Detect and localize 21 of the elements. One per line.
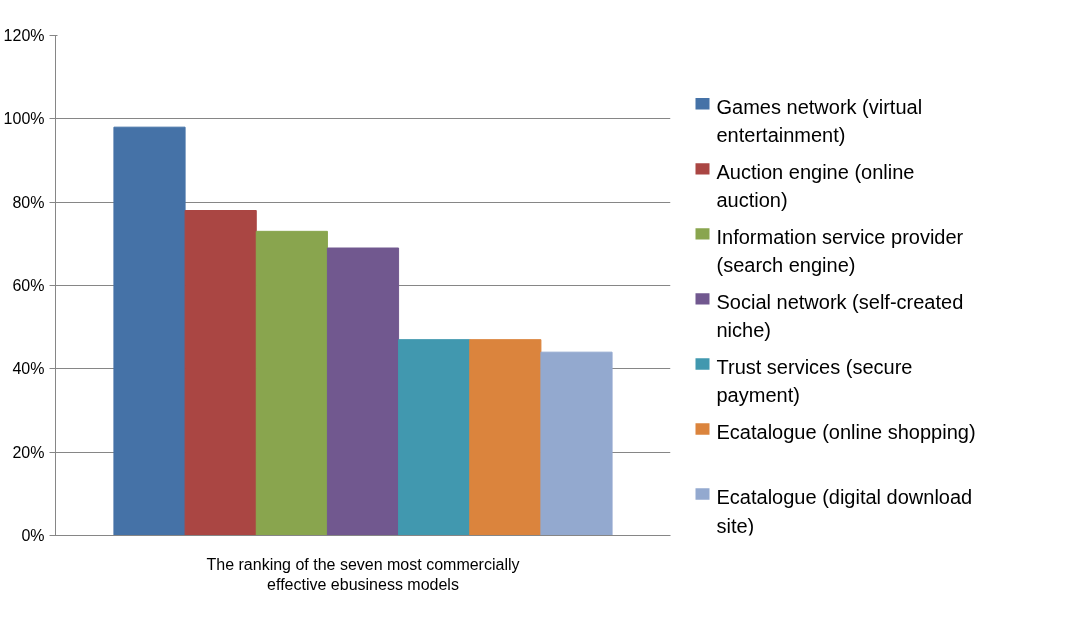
legend-label: Auction engine (online auction) [716,160,915,212]
y-tick-label: 60% [12,277,45,294]
y-tick-label: 40% [12,360,45,378]
bar [113,126,186,536]
bar [469,339,542,536]
legend-label: Trust services (secure payment) [716,355,913,407]
legend-label: Games network (virtual entertainment) [716,95,923,147]
y-tick-label: 80% [12,193,45,211]
legend-label: Information service provider (search engine) [716,225,964,277]
bar [398,339,471,536]
y-tick-label: 100% [3,110,45,128]
legend-label: Social network (self-created niche) [716,290,964,342]
y-tick-label: 120% [3,27,45,44]
x-tick-label: The ranking of the seven most commercially effective ebusiness models [206,555,520,593]
bar [540,351,613,536]
bar [255,230,328,536]
y-tick-label: 20% [12,443,45,461]
y-tick-label: 0% [21,527,45,544]
bar [326,247,400,536]
legend-label: Ecatalogue (online shopping) [716,420,976,443]
bar [184,210,257,536]
